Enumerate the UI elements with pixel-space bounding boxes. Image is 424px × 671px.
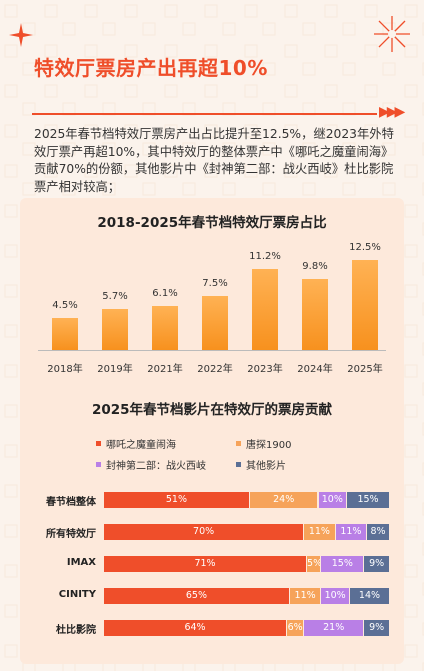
sparkle-icon <box>9 23 33 47</box>
bar-chart-axis <box>38 350 386 351</box>
stacked-segment: 70% <box>104 524 304 540</box>
x-tick-label: 2019年 <box>97 364 133 375</box>
legend-item: 其他影片 <box>236 457 286 472</box>
stacked-segment: 10% <box>318 492 347 508</box>
stacked-segment: 71% <box>104 556 307 572</box>
row-label: IMAX <box>66 557 96 568</box>
bar-2024年 <box>302 279 328 350</box>
bar-2019年 <box>102 308 128 350</box>
bar-data-label: 12.5% <box>349 242 381 253</box>
bar-data-label: 7.5% <box>202 278 228 289</box>
stacked-segment: 14% <box>349 588 389 604</box>
stacked-segment: 8% <box>367 524 389 540</box>
bar-data-label: 5.7% <box>102 290 128 302</box>
summary-text: 2025年春节档特效厅票房产出占比提升至12.5%，继2023年外特效厅票产再超… <box>34 127 394 194</box>
x-tick-label: 2024年 <box>297 364 333 375</box>
row-label: 杜比影院 <box>56 625 96 636</box>
firework-icon <box>374 16 410 52</box>
x-tick-label: 2025年 <box>347 364 383 375</box>
legend-label: 封神第二部：战火西岐 <box>106 461 206 472</box>
bar-data-label: 4.5% <box>52 299 78 311</box>
bar-data-label: 6.1% <box>152 288 178 300</box>
x-tick-label: 2018年 <box>47 364 83 375</box>
legend-swatch <box>96 441 101 446</box>
stacked-segment: 65% <box>104 588 289 604</box>
stacked-segment: 9% <box>364 556 389 572</box>
stacked-segment: 10% <box>321 588 349 604</box>
stacked-segment: 9% <box>364 620 389 636</box>
stacked-segment: 21% <box>304 620 364 636</box>
x-tick-label: 2021年 <box>147 364 183 375</box>
legend-swatch <box>236 462 241 467</box>
stacked-segment: 11% <box>304 524 335 540</box>
row-label: 所有特效厅 <box>46 529 96 540</box>
row-label: 春节档整体 <box>46 497 96 508</box>
stacked-segment: 51% <box>104 492 249 508</box>
stacked-segment: 6% <box>287 620 304 636</box>
row-label: CINITY <box>58 589 96 600</box>
legend-swatch <box>96 462 101 467</box>
legend-swatch <box>236 441 241 446</box>
legend-label: 唐探1900 <box>246 440 292 451</box>
page-title: 特效厅票房产出再超10% <box>34 56 268 80</box>
bar-2025年 <box>352 260 378 350</box>
stacked-segment: 15% <box>347 492 389 508</box>
x-tick-label: 2023年 <box>247 364 283 375</box>
bar-2022年 <box>202 296 228 350</box>
legend-item: 哪吒之魔童闹海 <box>96 436 176 451</box>
bar-data-label: 9.8% <box>302 261 328 273</box>
bar-2018年 <box>52 317 78 350</box>
bar-2023年 <box>252 269 278 350</box>
legend-label: 哪吒之魔童闹海 <box>106 440 176 451</box>
stacked-segment: 11% <box>335 524 367 540</box>
legend-label: 其他影片 <box>246 461 286 472</box>
bar-data-label: 11.2% <box>249 251 281 263</box>
x-tick-label: 2022年 <box>197 364 233 375</box>
bar-2021年 <box>152 306 178 350</box>
arrows-decoration: ▶▶▶ <box>379 104 405 120</box>
stacked-segment: 24% <box>249 492 318 508</box>
bar-chart-title: 2018-2025年春节档特效厅票房占比 <box>97 215 327 231</box>
chart-card <box>20 198 404 664</box>
stacked-chart-title: 2025年春节档影片在特效厅的票房贡献 <box>91 402 333 418</box>
stacked-segment: 64% <box>104 620 287 636</box>
stacked-segment: 5% <box>307 556 321 572</box>
stacked-segment: 11% <box>289 588 321 604</box>
title-divider <box>32 113 377 115</box>
stacked-segment: 15% <box>321 556 364 572</box>
legend-item: 唐探1900 <box>236 436 291 451</box>
legend-item: 封神第二部：战火西岐 <box>96 457 206 472</box>
